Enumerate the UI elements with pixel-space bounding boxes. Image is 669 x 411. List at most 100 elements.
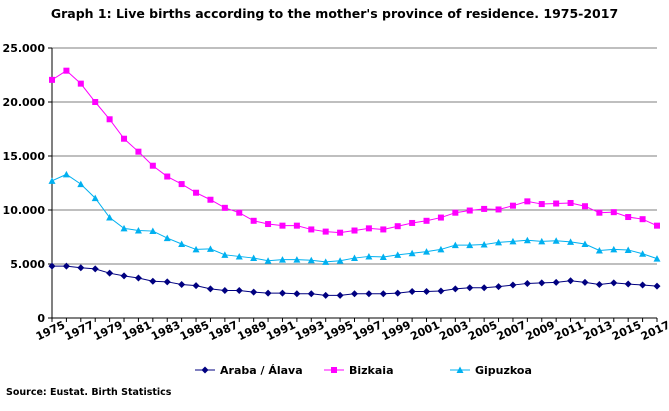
series-layer [48,67,661,299]
legend-marker [331,367,337,373]
data-point [481,205,488,212]
data-point [178,181,185,188]
legend-item-araba-lava: Araba / Álava [195,364,303,377]
data-point [351,227,358,234]
data-point [466,241,474,249]
data-point [264,289,272,297]
series-gipuzkoa [48,170,661,265]
data-point [653,255,661,262]
data-point [206,285,214,293]
data-point [423,248,431,255]
legend-label: Bizkaia [349,364,394,377]
data-point [523,279,531,287]
data-point [567,199,574,206]
data-point [221,204,228,211]
data-point [409,219,416,226]
x-axis-ticks: 1975197719791981198319851987198919911993… [34,318,669,343]
data-point [581,278,589,286]
legend-label: Araba / Álava [220,364,303,377]
data-point [451,241,459,249]
data-point [77,180,85,188]
data-point [595,247,603,254]
data-point [379,290,387,298]
data-point [567,277,575,285]
data-point [509,237,517,245]
data-point [553,200,560,207]
data-point [654,222,660,229]
series-bizkaia [49,67,660,236]
data-point [394,289,402,297]
data-point [336,257,344,264]
legend-marker [456,366,464,373]
data-point [365,290,373,298]
data-point [336,291,344,299]
data-point [121,135,128,142]
data-point [120,272,128,280]
data-point [610,279,618,287]
data-point [466,284,474,292]
data-point [509,202,516,209]
data-point [451,285,459,293]
data-point [423,288,431,296]
data-point [639,216,646,223]
data-point [106,116,113,123]
y-tick-label: 20.000 [3,96,46,109]
data-point [480,241,488,248]
data-point [394,251,402,258]
y-tick-label: 15.000 [3,150,46,163]
data-point [192,282,200,290]
legend-item-gipuzkoa: Gipuzkoa [450,364,532,377]
data-point [207,196,214,203]
data-point [509,281,517,289]
data-point [437,214,444,221]
data-point [524,198,531,205]
data-point [193,189,200,196]
y-tick-label: 25.000 [3,42,46,55]
data-point [337,229,344,236]
data-point [235,286,243,294]
data-point [206,245,214,252]
data-point [437,245,445,253]
data-point [495,238,503,246]
data-point [596,209,603,216]
data-point [134,274,142,282]
data-point [135,148,142,155]
y-axis-ticks: 0 5.000 10.000 15.000 20.000 25.000 [3,42,46,325]
data-point [134,227,142,234]
data-point [149,277,157,285]
data-point [538,237,546,245]
data-point [250,217,257,224]
data-point [365,225,372,232]
data-point [639,250,647,257]
data-point [437,287,445,295]
data-point [250,254,258,262]
data-point [265,221,272,228]
series-line [51,173,658,263]
data-point [380,226,387,233]
data-point [278,256,286,263]
y-tick-label: 5.000 [10,258,45,271]
data-point [62,262,70,270]
data-point [77,80,84,87]
data-point [293,256,301,263]
data-point [495,283,503,291]
data-point [322,291,330,299]
data-point [480,284,488,292]
data-point [91,265,99,273]
data-point [192,245,200,253]
data-point [48,177,56,184]
data-point [581,240,589,248]
data-point [495,206,502,213]
data-point [567,238,575,245]
data-point [221,286,229,294]
data-point [552,278,560,286]
data-point [610,209,617,216]
data-point [523,236,531,244]
data-point [394,223,401,230]
data-point [581,203,588,210]
data-point [236,209,243,216]
series-line [51,70,658,234]
legend-label: Gipuzkoa [475,364,532,377]
data-point [625,214,632,221]
data-point [91,194,99,202]
